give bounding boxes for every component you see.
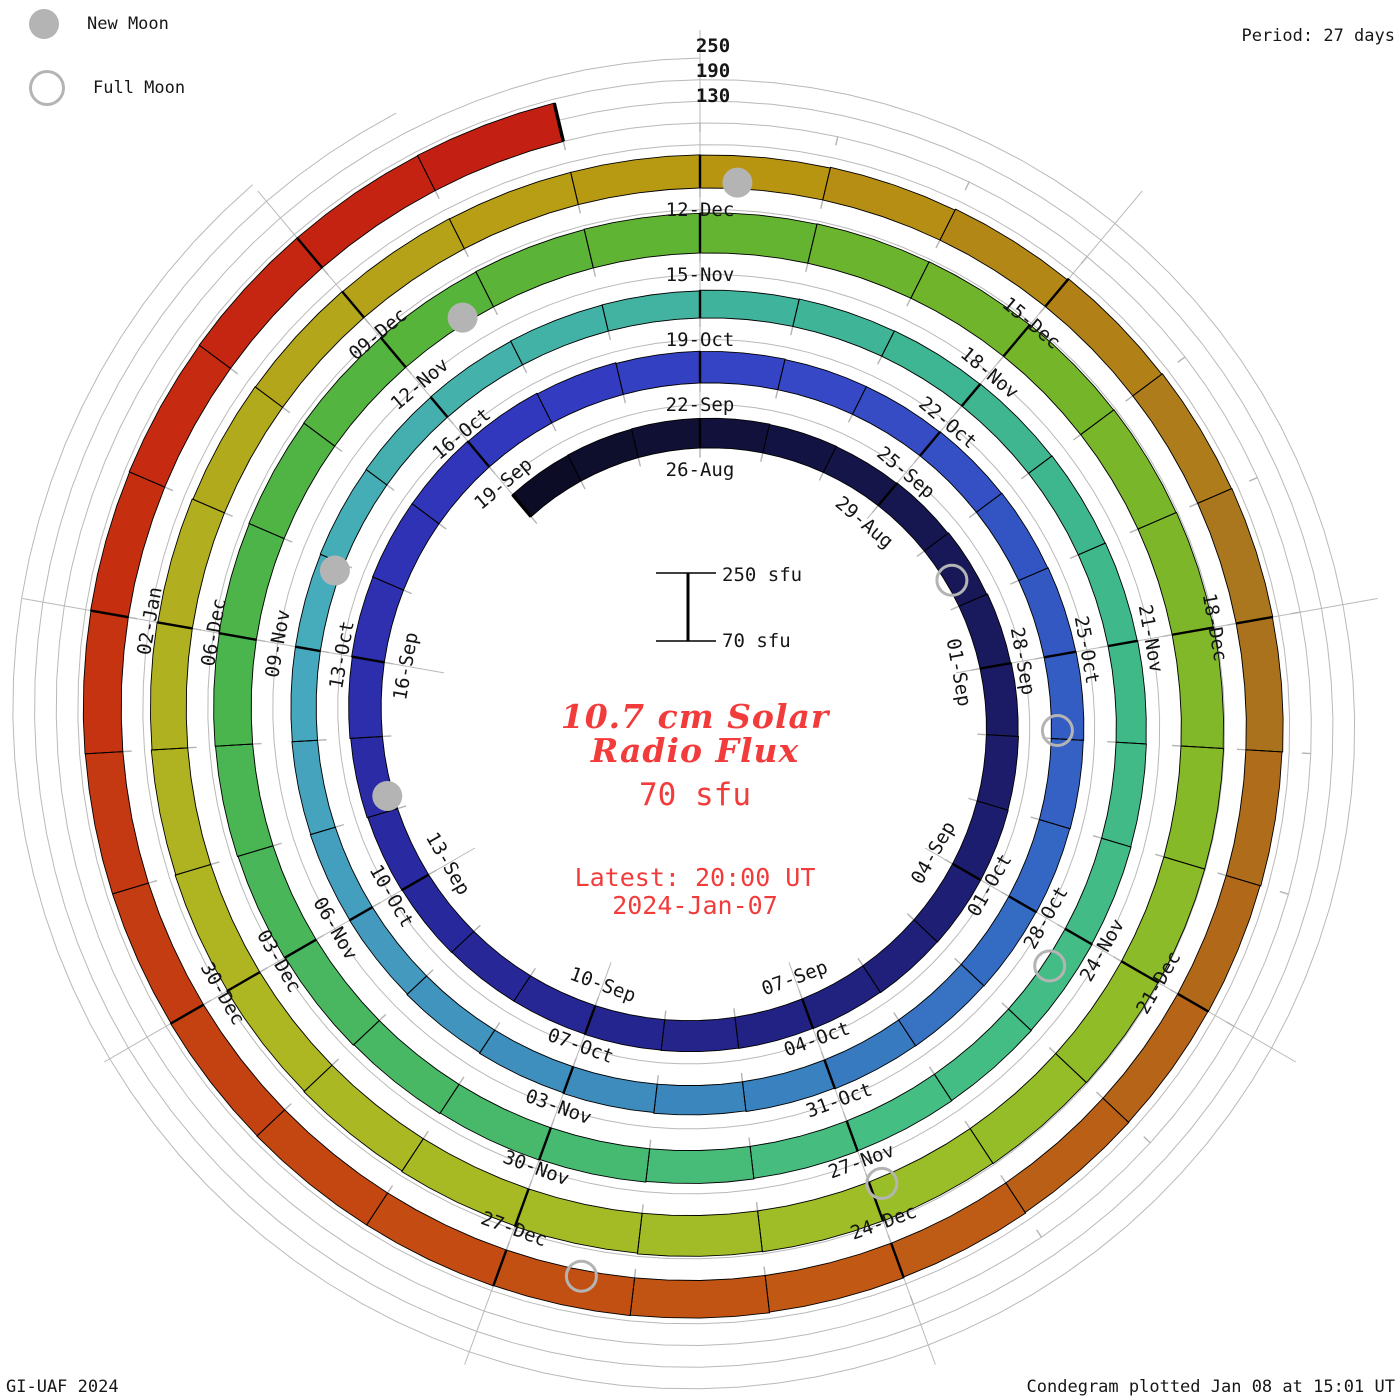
flux-day-segment bbox=[492, 1249, 636, 1317]
flux-day-segment bbox=[601, 290, 701, 332]
flux-day-segment bbox=[215, 743, 274, 858]
day-ticks bbox=[122, 123, 1311, 1305]
flux-day-segment bbox=[823, 1019, 917, 1090]
radial-scale-250: 250 bbox=[695, 35, 731, 57]
flux-day-segment bbox=[645, 1145, 755, 1184]
new-moon-icon bbox=[29, 9, 59, 39]
flux-day-segment bbox=[699, 154, 831, 201]
legend-item-full-moon: Full Moon bbox=[29, 70, 185, 106]
full-moon-marker bbox=[865, 1166, 899, 1200]
flux-day-segment bbox=[509, 304, 609, 366]
flux-day-segment bbox=[615, 350, 701, 395]
flux-day-segment bbox=[406, 975, 496, 1054]
flux-day-segment bbox=[1225, 749, 1283, 887]
date-label: 16-Sep bbox=[389, 630, 423, 701]
new-moon-marker bbox=[722, 167, 753, 198]
flux-day-segment bbox=[1235, 616, 1284, 753]
flux-day-segment bbox=[897, 963, 985, 1047]
flux-day-segment bbox=[979, 662, 1019, 737]
flux-day-segment bbox=[630, 417, 701, 459]
flux-day-segment bbox=[699, 289, 800, 327]
flux-day-segment bbox=[319, 468, 388, 565]
flux-day-segment bbox=[933, 1008, 1032, 1102]
scalebar-min-label: 70 sfu bbox=[722, 630, 791, 652]
date-label: 15-Nov bbox=[666, 264, 735, 286]
flux-day-segment bbox=[629, 1275, 770, 1319]
latest-time-label: Latest: 20:00 UT bbox=[574, 863, 816, 892]
flux-ribbon bbox=[82, 102, 1284, 1319]
flux-day-segment bbox=[84, 751, 149, 895]
flux-day-segment bbox=[699, 417, 771, 454]
flux-day-segment bbox=[660, 1016, 740, 1053]
flux-day-segment bbox=[1163, 745, 1225, 870]
plotted-timestamp: Condegram plotted Jan 08 at 15:01 UT bbox=[1026, 1377, 1395, 1397]
flux-day-segment bbox=[401, 1138, 530, 1227]
flux-day-segment bbox=[290, 646, 321, 743]
full-moon-marker bbox=[564, 1259, 598, 1293]
full-moon-label: Full Moon bbox=[93, 78, 186, 98]
full-moon-marker bbox=[935, 563, 969, 597]
period-label: Period: 27 days bbox=[1241, 26, 1395, 46]
flux-day-segment bbox=[348, 656, 385, 739]
latest-date-label: 2024-Jan-07 bbox=[612, 891, 778, 920]
credit-label: GI-UAF 2024 bbox=[6, 1377, 119, 1397]
flux-day-segment bbox=[653, 1081, 747, 1116]
new-moon-marker bbox=[319, 555, 350, 586]
date-label: 09-Nov bbox=[261, 608, 295, 679]
date-label: 12-Dec bbox=[666, 199, 735, 221]
current-flux-value: 70 sfu bbox=[639, 777, 751, 813]
flux-day-segment bbox=[567, 428, 639, 482]
new-moon-marker bbox=[447, 302, 478, 333]
flux-day-segment bbox=[1043, 651, 1085, 741]
flux-day-segment bbox=[1038, 738, 1084, 830]
full-moon-marker bbox=[1033, 949, 1067, 983]
date-label: 01-Sep bbox=[942, 637, 976, 708]
flux-day-segment bbox=[822, 166, 956, 241]
radial-scale-190: 190 bbox=[695, 60, 731, 82]
chart-title-line2: Radio Flux bbox=[590, 731, 800, 770]
new-moon-marker bbox=[372, 781, 403, 811]
flux-day-segment bbox=[570, 154, 701, 206]
scale-bar bbox=[656, 572, 716, 642]
flux-day-segment bbox=[536, 362, 624, 424]
flux-day-segment bbox=[514, 1188, 643, 1254]
flux-day-segment bbox=[150, 747, 212, 876]
flux-day-segment bbox=[764, 1242, 905, 1313]
date-label: 22-Sep bbox=[666, 394, 735, 416]
date-label: 26-Aug bbox=[666, 459, 735, 481]
flux-day-segment bbox=[248, 422, 336, 540]
date-label: 19-Oct bbox=[666, 329, 735, 351]
flux-day-segment bbox=[976, 734, 1019, 811]
full-moon-marker bbox=[1040, 714, 1074, 747]
flux-day-segment bbox=[1027, 455, 1106, 556]
flux-day-segment bbox=[636, 1210, 763, 1257]
moon-markers bbox=[319, 167, 1074, 1293]
flux-day-segment bbox=[1101, 741, 1147, 848]
flux-day-segment bbox=[467, 392, 553, 468]
flux-day-segment bbox=[742, 1059, 836, 1113]
flux-day-segment bbox=[1107, 640, 1147, 745]
legend-item-new-moon: New Moon bbox=[29, 9, 169, 39]
day-dividers bbox=[84, 102, 1283, 1316]
radial-scale-130: 130 bbox=[695, 85, 731, 107]
flux-day-segment bbox=[157, 498, 225, 630]
chart-title-line1: 10.7 cm Solar bbox=[560, 697, 830, 736]
flux-day-segment bbox=[351, 576, 405, 663]
flux-day-segment bbox=[82, 610, 129, 755]
flux-day-segment bbox=[291, 739, 336, 836]
flux-day-segment bbox=[226, 971, 333, 1092]
flux-day-segment bbox=[451, 930, 532, 1002]
full-moon-icon bbox=[29, 70, 65, 106]
flux-day-segment bbox=[429, 340, 524, 418]
scalebar-max-label: 250 sfu bbox=[722, 564, 803, 586]
flux-day-segment bbox=[699, 351, 786, 391]
flux-day-segment bbox=[762, 423, 838, 473]
new-moon-label: New Moon bbox=[87, 14, 169, 34]
